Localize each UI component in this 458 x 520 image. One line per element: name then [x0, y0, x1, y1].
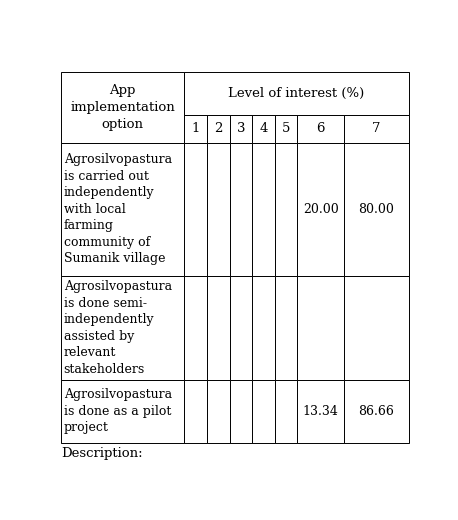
Bar	[275, 380, 297, 443]
Bar	[61, 72, 184, 143]
Text: 1: 1	[191, 122, 200, 135]
Bar	[207, 380, 229, 443]
Text: 3: 3	[237, 122, 245, 135]
Bar	[229, 115, 252, 143]
Bar	[229, 276, 252, 380]
Bar	[184, 72, 409, 115]
Bar	[275, 115, 297, 143]
Text: 5: 5	[282, 122, 290, 135]
Bar	[229, 380, 252, 443]
Text: 80.00: 80.00	[359, 203, 394, 216]
Bar	[229, 143, 252, 276]
Bar	[252, 276, 275, 380]
Text: App
implementation
option: App implementation option	[70, 84, 175, 131]
Bar	[252, 143, 275, 276]
Text: Agrosilvopastura
is done semi-
independently
assisted by
relevant
stakeholders: Agrosilvopastura is done semi- independe…	[64, 280, 172, 376]
Text: 20.00: 20.00	[303, 203, 339, 216]
Text: 7: 7	[372, 122, 381, 135]
Text: 4: 4	[259, 122, 267, 135]
Bar	[207, 143, 229, 276]
Text: 2: 2	[214, 122, 223, 135]
Text: 6: 6	[316, 122, 325, 135]
Text: 13.34: 13.34	[303, 405, 339, 418]
Bar	[252, 115, 275, 143]
Bar	[297, 276, 344, 380]
Bar	[61, 276, 184, 380]
Bar	[184, 380, 207, 443]
Bar	[207, 115, 229, 143]
Bar	[275, 276, 297, 380]
Text: 86.66: 86.66	[359, 405, 394, 418]
Text: Description:: Description:	[61, 447, 142, 460]
Bar	[344, 143, 409, 276]
Bar	[61, 143, 184, 276]
Bar	[61, 380, 184, 443]
Bar	[252, 380, 275, 443]
Bar	[184, 276, 207, 380]
Bar	[344, 276, 409, 380]
Text: Level of interest (%): Level of interest (%)	[229, 87, 365, 100]
Bar	[297, 143, 344, 276]
Bar	[297, 380, 344, 443]
Bar	[207, 276, 229, 380]
Text: Agrosilvopastura
is done as a pilot
project: Agrosilvopastura is done as a pilot proj…	[64, 388, 172, 434]
Bar	[344, 115, 409, 143]
Bar	[297, 115, 344, 143]
Bar	[184, 143, 207, 276]
Bar	[344, 380, 409, 443]
Bar	[184, 115, 207, 143]
Text: Agrosilvopastura
is carried out
independently
with local
farming
community of
Su: Agrosilvopastura is carried out independ…	[64, 153, 172, 265]
Bar	[275, 143, 297, 276]
